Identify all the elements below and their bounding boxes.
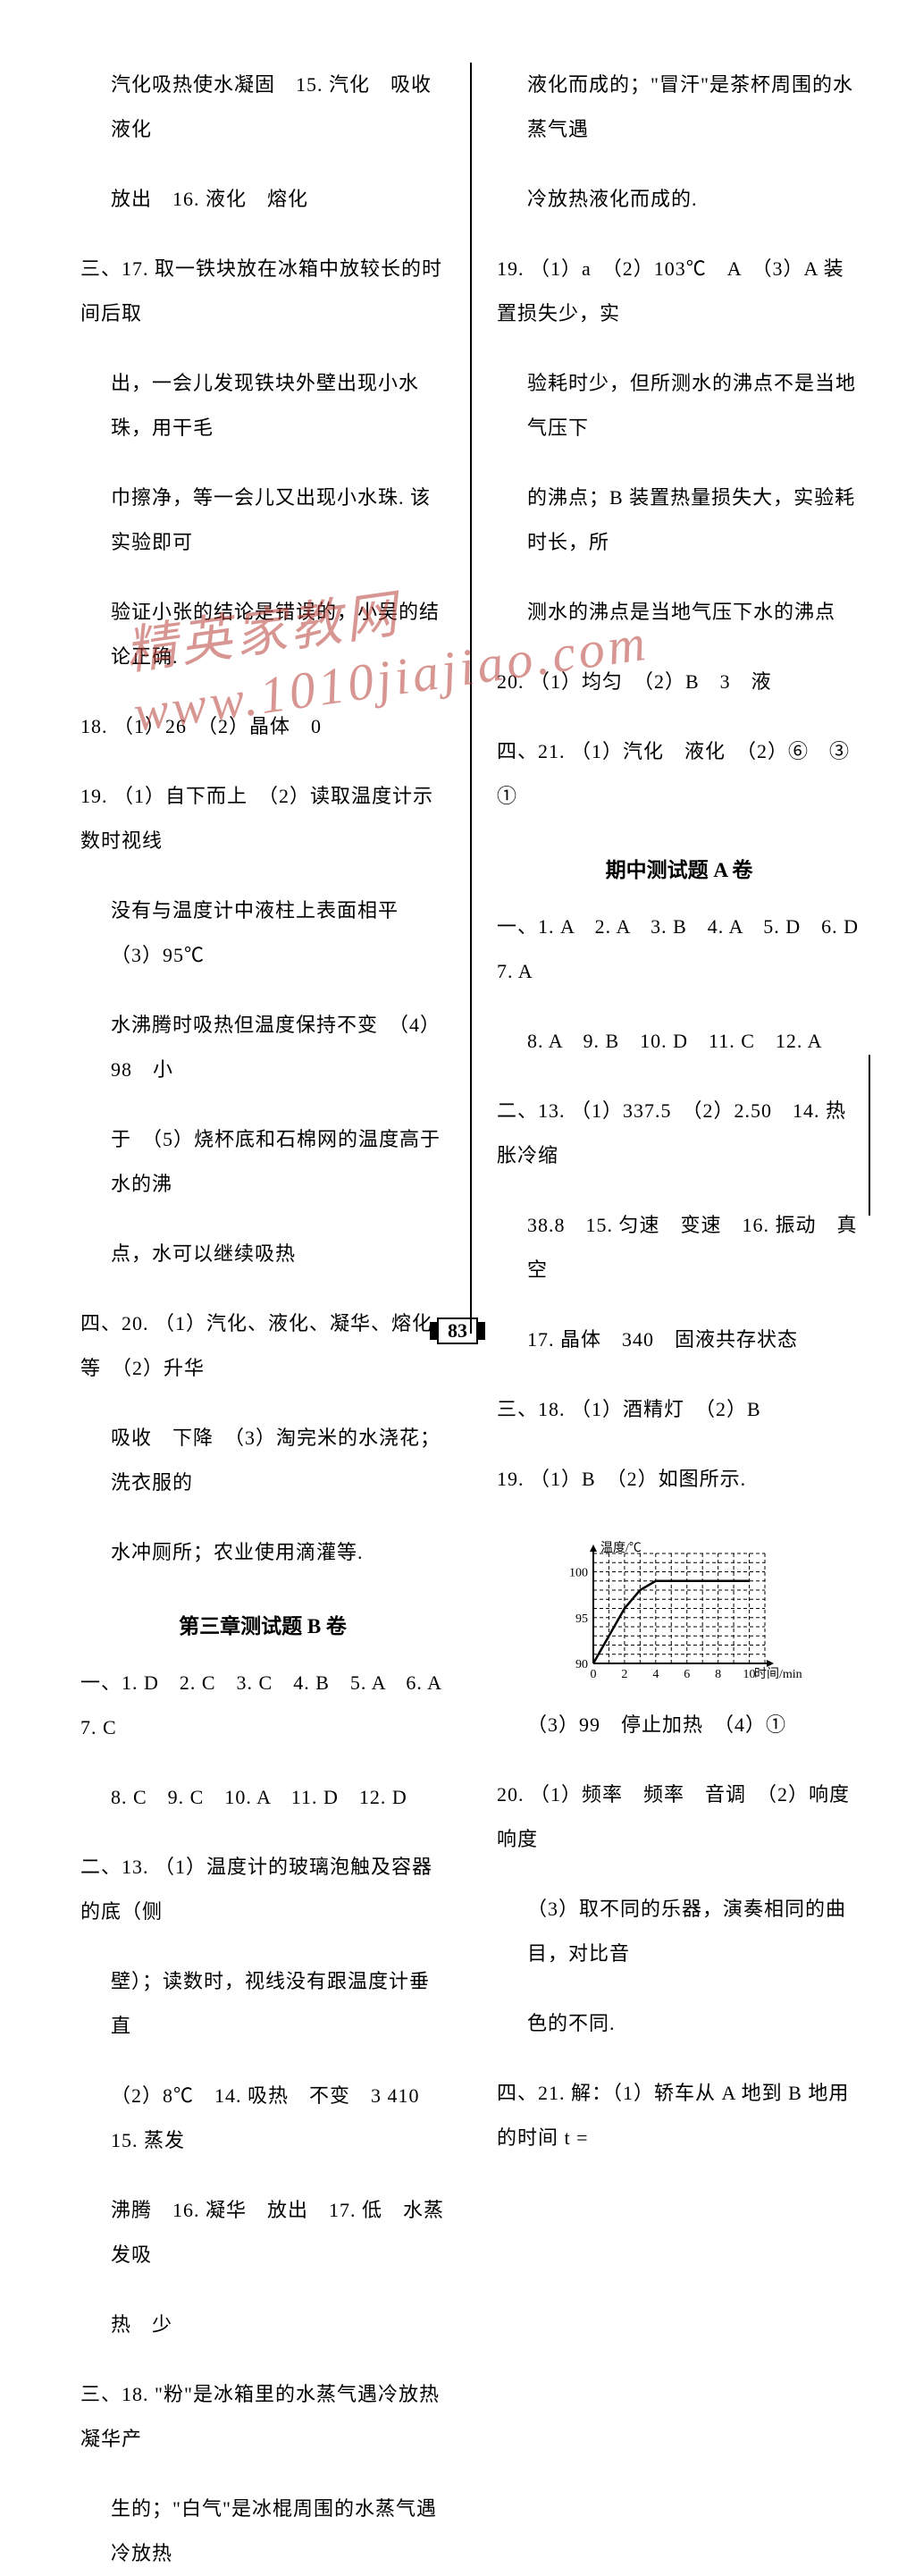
temperature-time-chart: 90951000246810温度/℃时间/min: [559, 1537, 861, 1685]
text-line: 8. C 9. C 10. A 11. D 12. D: [80, 1775, 445, 1820]
text-line: 38.8 15. 匀速 变速 16. 振动 真空: [497, 1203, 861, 1292]
text-line: 三、18. （1）酒精灯 （2）B: [497, 1387, 861, 1432]
text-line: （2）8℃ 14. 吸热 不变 3 410 15. 蒸发: [80, 2074, 445, 2163]
page-edge-mark: [869, 1055, 870, 1216]
text-line: 吸收 下降 （3）淘完米的水浇花；洗衣服的: [80, 1416, 445, 1505]
svg-text:90: 90: [575, 1658, 588, 1671]
text-line: 二、13. （1）337.5 （2）2.50 14. 热胀冷缩: [497, 1089, 861, 1178]
column-divider: [470, 63, 472, 1334]
text-line: 8. A 9. B 10. D 11. C 12. A: [497, 1019, 861, 1064]
svg-text:0: 0: [591, 1668, 597, 1681]
text-line: 液化而成的；"冒汗"是茶杯周围的水蒸气遇: [497, 63, 861, 152]
page-number: 83: [437, 1317, 478, 1344]
left-column: 汽化吸热使水凝固 15. 汽化 吸收 液化放出 16. 液化 熔化三、17. 取…: [80, 63, 445, 1334]
text-line: 四、20. （1）汽化、液化、凝华、熔化等 （2）升华: [80, 1301, 445, 1391]
svg-text:100: 100: [569, 1567, 588, 1580]
text-line: 18. （1）26 （2）晶体 0: [80, 704, 445, 749]
text-line: 验耗时少，但所测水的沸点不是当地气压下: [497, 361, 861, 450]
text-line: 19. （1）自下而上 （2）读取温度计示数时视线: [80, 774, 445, 863]
text-line: 水冲厕所；农业使用滴灌等.: [80, 1530, 445, 1575]
text-line: 汽化吸热使水凝固 15. 汽化 吸收 液化: [80, 63, 445, 152]
text-line: 测水的沸点是当地气压下水的沸点: [497, 590, 861, 635]
text-line: 色的不同.: [497, 2001, 861, 2046]
text-line: 验证小张的结论是错误的，小吴的结论正确.: [80, 590, 445, 679]
text-line: 热 少: [80, 2302, 445, 2347]
text-line: （3）取不同的乐器，演奏相同的曲目，对比音: [497, 1887, 861, 1976]
text-line: 的沸点；B 装置热量损失大，实验耗时长，所: [497, 476, 861, 565]
section-heading: 期中测试题 A 卷: [497, 853, 861, 883]
svg-text:2: 2: [621, 1668, 627, 1681]
text-line: （3）99 停止加热 （4）①: [497, 1703, 861, 1747]
text-line: 19. （1）B （2）如图所示.: [497, 1457, 861, 1502]
right-column: 液化而成的；"冒汗"是茶杯周围的水蒸气遇冷放热液化而成的. 19. （1）a （2…: [497, 63, 861, 1334]
text-line: 没有与温度计中液柱上表面相平 （3）95℃: [80, 888, 445, 978]
text-line: 于 （5）烧杯底和石棉网的温度高于水的沸: [80, 1117, 445, 1207]
section-heading: 第三章测试题 B 卷: [80, 1609, 445, 1639]
text-line: 二、13. （1）温度计的玻璃泡触及容器的底（侧: [80, 1845, 445, 1934]
text-line: 出，一会儿发现铁块外壁出现小水珠，用干毛: [80, 361, 445, 450]
svg-text:8: 8: [715, 1668, 721, 1681]
text-line: 沸腾 16. 凝华 放出 17. 低 水蒸发吸: [80, 2188, 445, 2277]
text-line: 巾擦净，等一会儿又出现小水珠. 该实验即可: [80, 476, 445, 565]
page-number-wrap: 83: [0, 1317, 915, 1344]
page: 汽化吸热使水凝固 15. 汽化 吸收 液化放出 16. 液化 熔化三、17. 取…: [0, 0, 915, 1369]
text-line: 生的；"白气"是冰棍周围的水蒸气遇冷放热: [80, 2487, 445, 2576]
text-line: 水沸腾时吸热但温度保持不变 （4）98 小: [80, 1003, 445, 1092]
text-line: 20. （1）频率 频率 音调 （2）响度 响度: [497, 1772, 861, 1862]
svg-text:温度/℃: 温度/℃: [600, 1541, 642, 1555]
text-line: 四、21. （1）汽化 液化 （2）⑥ ③ ①: [497, 729, 861, 819]
svg-text:95: 95: [575, 1612, 588, 1626]
text-line: 19. （1）a （2）103℃ A （3）A 装置损失少，实: [497, 247, 861, 336]
svg-text:6: 6: [684, 1668, 690, 1681]
text-line: 放出 16. 液化 熔化: [80, 177, 445, 222]
svg-text:时间/min: 时间/min: [754, 1667, 802, 1681]
text-line: 四、21. 解：（1）轿车从 A 地到 B 地用的时间 t =: [497, 2071, 861, 2160]
text-line: 20. （1）均匀 （2）B 3 液: [497, 660, 861, 704]
svg-text:4: 4: [652, 1668, 659, 1681]
text-line: 一、1. D 2. C 3. C 4. B 5. A 6. A 7. C: [80, 1661, 445, 1750]
text-line: 冷放热液化而成的.: [497, 177, 861, 222]
text-line: 壁）；读数时，视线没有跟温度计垂直: [80, 1959, 445, 2049]
text-line: 三、18. "粉"是冰箱里的水蒸气遇冷放热凝华产: [80, 2372, 445, 2462]
text-line: 点，水可以继续吸热: [80, 1232, 445, 1276]
text-line: 一、1. A 2. A 3. B 4. A 5. D 6. D 7. A: [497, 905, 861, 994]
text-line: 三、17. 取一铁块放在冰箱中放较长的时间后取: [80, 247, 445, 336]
